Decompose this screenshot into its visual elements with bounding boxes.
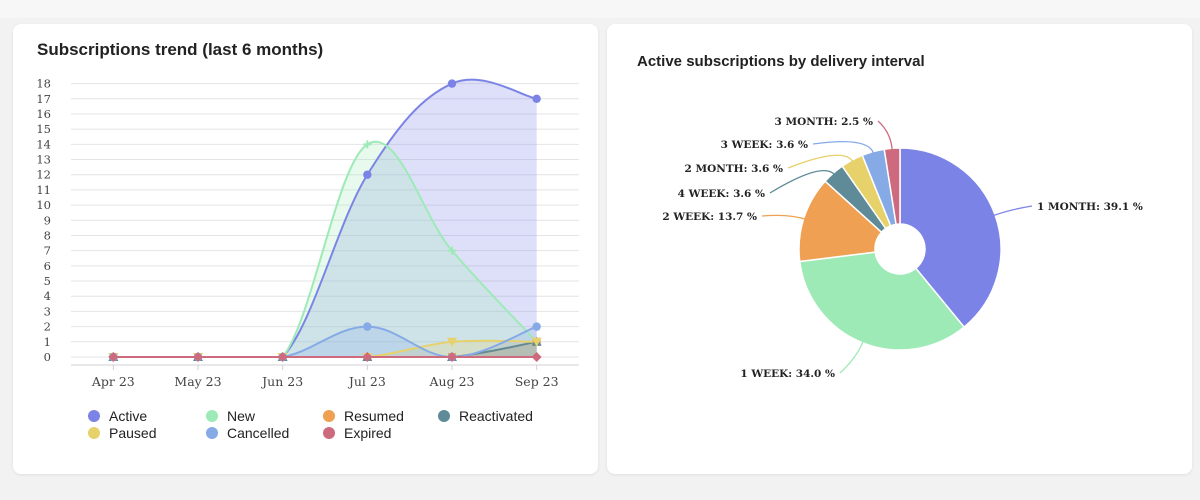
data-point [531, 352, 542, 362]
pie-chart: 1 MONTH: 39.1 % 1 WEEK: 34.0 % 2 WEEK: 13.… [662, 116, 1142, 380]
pie-connector [839, 340, 864, 374]
series-area-reactivated [113, 341, 537, 357]
pie-label: 1 WEEK: 34.0 % [740, 368, 835, 380]
data-point [447, 352, 457, 362]
pie-connector [761, 214, 806, 220]
legend-swatch [323, 410, 335, 422]
x-tick-label: Jul 23 [347, 374, 386, 389]
y-tick-label: 8 [44, 228, 51, 242]
data-point [448, 246, 456, 255]
pie-label: 3 WEEK: 3.6 % [721, 139, 808, 151]
data-point [532, 322, 541, 331]
top-bar [0, 0, 1200, 18]
legend-item-new[interactable]: New [206, 408, 255, 424]
data-point [532, 94, 541, 103]
x-tick-label: Aug 23 [429, 374, 475, 389]
y-tick-label: 1 [44, 335, 51, 349]
y-tick-label: 11 [36, 183, 51, 197]
data-point [108, 352, 119, 362]
data-point [363, 170, 372, 179]
pie-labels: 1 MONTH: 39.1 % 1 WEEK: 34.0 % 2 WEEK: 13.… [662, 116, 1142, 380]
legend-swatch [88, 427, 100, 439]
y-tick-label: 16 [36, 107, 51, 121]
data-point [447, 79, 457, 88]
data-point [363, 140, 372, 149]
grid-lines [71, 83, 579, 358]
legend-label: Paused [109, 425, 157, 441]
legend-swatch [438, 410, 450, 422]
legend-label: Expired [344, 425, 392, 441]
series-markers-expired [108, 352, 542, 362]
pie-label: 2 WEEK: 13.7 % [662, 211, 757, 223]
legend-swatch [323, 427, 335, 439]
pie-slice-1-week [798, 251, 966, 351]
y-tick-label: 18 [36, 77, 51, 91]
pie-label: 2 MONTH: 3.6 % [685, 163, 784, 175]
pie-slice-1-month [899, 147, 1002, 329]
y-tick-label: 14 [36, 137, 51, 151]
x-tick-label: May 23 [174, 374, 221, 389]
x-tick-label: Sep 23 [515, 374, 559, 389]
legend-label: Active [109, 408, 148, 424]
pie-slice-3-month [883, 147, 901, 226]
pie-slices [798, 147, 1002, 351]
y-tick-label: 15 [36, 122, 51, 136]
data-point [193, 352, 203, 362]
x-tick-label: Apr 23 [91, 374, 135, 389]
pie-connector [769, 170, 836, 194]
y-tick-label: 0 [44, 350, 51, 364]
y-tick-label: 4 [44, 289, 51, 303]
series-area-active [113, 79, 537, 357]
y-tick-label: 9 [44, 213, 51, 227]
pie-slice-2-week [798, 180, 883, 263]
data-point [363, 322, 372, 331]
y-tick-label: 3 [44, 304, 51, 318]
pie-connector [992, 205, 1033, 217]
y-tick-label: 5 [44, 274, 51, 288]
legend-label: New [227, 408, 256, 424]
pie-connector [787, 154, 854, 169]
pie-connector [877, 120, 893, 151]
series-areas [113, 79, 537, 357]
trend-chart-title: Subscriptions trend (last 6 months) [37, 40, 324, 59]
legend-swatch [88, 410, 100, 422]
pie-label: 4 WEEK: 3.6 % [678, 188, 765, 200]
legend-item-cancelled[interactable]: Cancelled [206, 425, 289, 441]
legend-item-paused[interactable]: Paused [88, 425, 156, 441]
legend-swatch [206, 410, 218, 422]
data-point [362, 352, 373, 362]
legend-label: Cancelled [227, 425, 290, 441]
data-point [277, 352, 288, 362]
y-tick-label: 7 [44, 244, 51, 258]
x-tick-label: Jun 23 [260, 374, 303, 389]
legend-item-expired[interactable]: Expired [323, 425, 391, 441]
y-tick-label: 6 [44, 259, 51, 273]
series-area-new [113, 141, 537, 357]
pie-label: 1 MONTH: 39.1 % [1037, 201, 1143, 213]
data-point [531, 337, 542, 347]
pie-connector [812, 140, 875, 154]
legend-item-active[interactable]: Active [88, 408, 147, 424]
legend-item-reactivated[interactable]: Reactivated [438, 408, 533, 424]
legend-label: Reactivated [459, 408, 533, 424]
pie-chart-title: Active subscriptions by delivery interva… [637, 53, 925, 70]
y-tick-label: 10 [36, 198, 51, 212]
y-tick-label: 17 [36, 92, 51, 106]
data-point [447, 337, 457, 347]
pie-chart-card: Active subscriptions by delivery interva… [607, 24, 1192, 474]
y-tick-label: 12 [36, 168, 51, 182]
y-tick-label: 13 [36, 153, 51, 167]
series-area-resumed [113, 341, 537, 357]
legend-item-resumed[interactable]: Resumed [323, 408, 404, 424]
legend-swatch [206, 427, 218, 439]
y-tick-label: 2 [44, 320, 51, 334]
legend-label: Resumed [344, 408, 404, 424]
pie-label: 3 MONTH: 2.5 % [775, 116, 874, 128]
series-area-cancelled [113, 326, 537, 357]
